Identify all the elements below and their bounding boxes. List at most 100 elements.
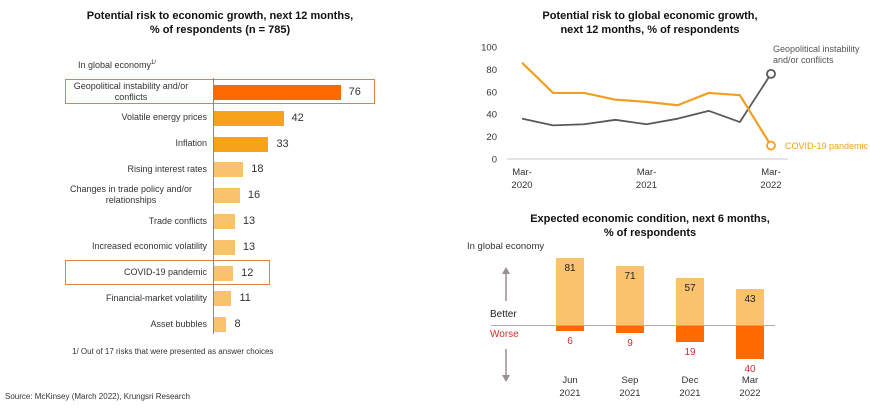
- worse-value-label: 6: [567, 335, 573, 347]
- label-line: Changes in trade policy and/or: [69, 184, 193, 195]
- bar-value-label: 33: [276, 137, 289, 150]
- highlight-box: [65, 79, 375, 104]
- x-tick-label: 2022: [760, 180, 781, 191]
- bar: [213, 265, 234, 281]
- series-line: [521, 73, 772, 127]
- bar: [213, 110, 284, 126]
- x-tick-label: 2020: [511, 180, 532, 191]
- bar-category-label: COVID-19 pandemic: [55, 267, 207, 278]
- better-value-label: 57: [684, 282, 696, 294]
- arrow-down-icon: [502, 349, 510, 382]
- condition-chart-title: Expected economic condition, next 6 mont…: [520, 212, 780, 240]
- x-tick-label: Mar-: [512, 167, 532, 178]
- better-bar: [616, 266, 644, 325]
- worse-value-label: 19: [684, 346, 696, 358]
- label-line: Mar: [741, 375, 759, 386]
- y-tick-label: 40: [486, 110, 497, 121]
- title-line: Expected economic condition, next 6 mont…: [530, 213, 770, 225]
- title-line: Potential risk to economic growth, next …: [86, 10, 354, 22]
- bar: [213, 239, 235, 255]
- arrow-up-icon: [502, 267, 510, 301]
- better-value-label: 71: [624, 271, 636, 283]
- better-value-label: 81: [564, 262, 576, 274]
- x-tick-label: 2021: [636, 180, 657, 191]
- worse-bar: [556, 326, 584, 331]
- title-line: % of respondents (n = 785): [149, 24, 291, 36]
- bar-value-label: 18: [251, 163, 264, 176]
- bar-category-label: Geopolitical instability and/or conflicts: [55, 81, 207, 103]
- label-line: relationships: [105, 195, 157, 206]
- worse-value-label: 9: [627, 338, 633, 350]
- end-point-marker: [766, 68, 776, 79]
- category-label: Sep 2021: [610, 374, 650, 400]
- category-label: Jun 2021: [550, 374, 590, 400]
- label-line: Sep: [621, 375, 639, 386]
- title-line: next 12 months, % of respondents: [560, 24, 740, 36]
- bar-category-label: Increased economic volatility: [55, 241, 207, 252]
- bar-category-label: Asset bubbles: [55, 319, 207, 330]
- label-line: Volatile energy prices: [121, 112, 207, 123]
- bar: [213, 291, 232, 307]
- footnote: 1/ Out of 17 risks that were presented a…: [72, 347, 274, 356]
- worse-bar: [616, 326, 644, 334]
- bar: [213, 317, 227, 333]
- end-point-marker: [766, 140, 776, 151]
- bar-value-label: 8: [234, 318, 241, 331]
- x-tick-label: Mar-: [637, 167, 657, 178]
- label-line: conflicts: [114, 92, 148, 102]
- subtitle-text: In global economy: [78, 60, 152, 70]
- label-line: Rising interest rates: [127, 163, 207, 174]
- label-line: Increased economic volatility: [91, 241, 207, 252]
- label-line: Trade conflicts: [148, 215, 207, 226]
- worse-bar: [676, 326, 704, 342]
- label-line: Dec: [681, 375, 699, 386]
- bar-value-label: 12: [241, 266, 254, 279]
- bar: [213, 85, 341, 100]
- bar-value-label: 16: [247, 189, 261, 202]
- category-label: Dec 2021: [670, 374, 710, 400]
- y-tick-label: 60: [486, 87, 497, 98]
- bar-category-label: Changes in trade policy and/or relationsh…: [55, 184, 207, 206]
- bar: [213, 188, 240, 204]
- y-tick-label: 80: [486, 65, 497, 76]
- better-bar: [736, 289, 764, 325]
- label-line: 2022: [739, 388, 761, 399]
- y-tick-label: 0: [492, 155, 497, 166]
- condition-subtitle: In global economy: [467, 241, 545, 252]
- label-line: Financial-market volatility: [105, 292, 207, 303]
- worse-label: Worse: [490, 329, 519, 340]
- title-line: % of respondents: [603, 227, 697, 239]
- series-line: [521, 61, 772, 147]
- category-label: Mar 2022: [730, 374, 770, 400]
- bar: [213, 162, 244, 178]
- bar-category-label: Volatile energy prices: [55, 112, 207, 123]
- bar-value-label: 42: [291, 111, 304, 124]
- better-bar: [556, 257, 584, 325]
- series-label-covid: COVID-19 pandemic: [785, 141, 869, 151]
- bar-axis: [213, 78, 214, 334]
- bar: [213, 136, 269, 152]
- y-tick-label: 20: [486, 132, 497, 143]
- footnote-ref: 1/: [151, 60, 157, 66]
- label-line: 2021: [679, 388, 701, 399]
- line-chart-title: Potential risk to global economic growth…: [500, 9, 800, 37]
- bar-category-label: Rising interest rates: [55, 164, 207, 175]
- label-line: Geopolitical instability and/or: [73, 81, 189, 91]
- bar-value-label: 13: [242, 215, 256, 227]
- bar-value-label: 76: [348, 86, 361, 98]
- better-bar: [676, 277, 704, 325]
- title-line: Potential risk to global economic growth…: [542, 10, 758, 22]
- y-tick-label: 100: [481, 43, 497, 54]
- bar-value-label: 11: [239, 292, 251, 305]
- bar-value-label: 13: [242, 240, 256, 253]
- label-line: Asset bubbles: [150, 318, 207, 329]
- label-line: 2021: [619, 388, 641, 399]
- label-line: COVID-19 pandemic: [123, 267, 207, 278]
- label-line: Inflation: [175, 138, 207, 149]
- bar-category-label: Trade conflicts: [55, 216, 207, 227]
- x-tick-label: Mar-: [761, 167, 781, 178]
- highlight-box: [65, 259, 270, 285]
- worse-bar: [736, 326, 764, 360]
- worse-value-label: 40: [744, 364, 756, 376]
